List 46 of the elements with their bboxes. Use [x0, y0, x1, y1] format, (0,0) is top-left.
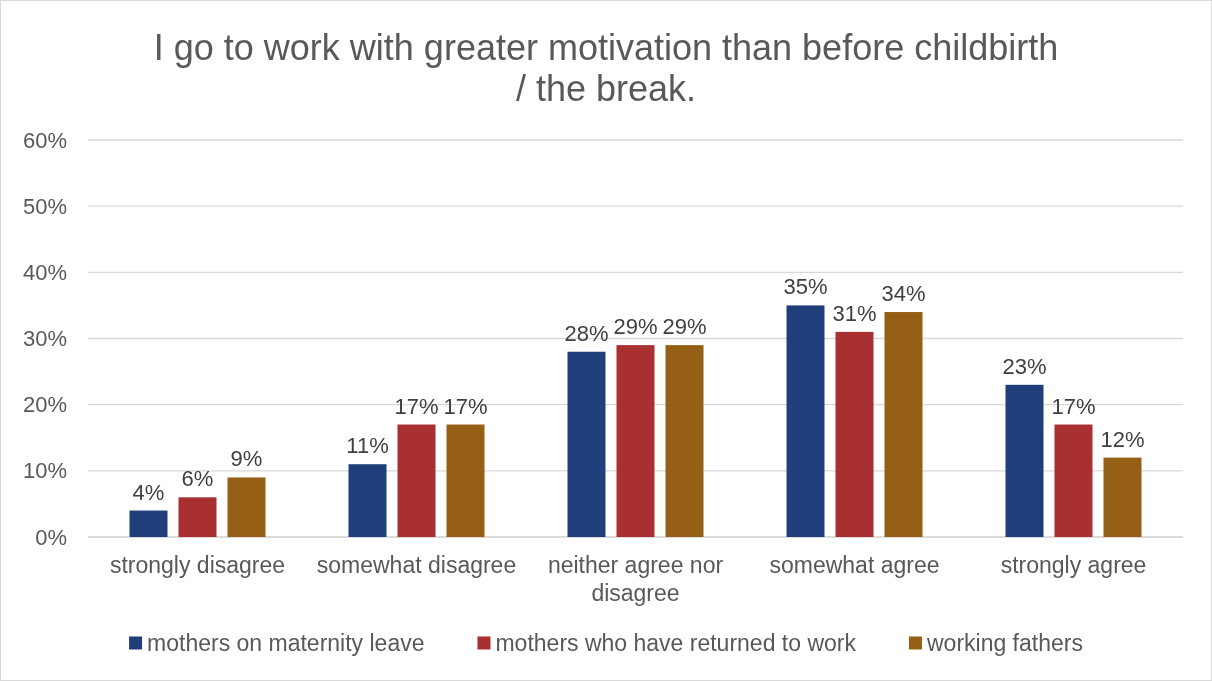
y-tick-label: 50% [22, 193, 67, 219]
bar [616, 345, 655, 537]
bar [446, 424, 485, 537]
data-label: 23% [1002, 353, 1047, 379]
data-label: 35% [783, 274, 828, 300]
data-label: 34% [881, 281, 926, 307]
y-tick-label: 30% [22, 326, 67, 352]
data-label: 17% [443, 393, 488, 419]
bar [129, 510, 168, 537]
y-tick-label: 20% [22, 392, 67, 418]
bar [835, 331, 874, 537]
y-tick-label: 60% [22, 127, 67, 153]
bar [567, 351, 606, 537]
bar [178, 497, 217, 537]
data-label: 17% [1051, 393, 1096, 419]
data-label: 9% [230, 446, 263, 472]
legend-label: mothers on maternity leave [147, 630, 425, 656]
x-tick-label: somewhat disagree [316, 552, 517, 578]
y-tick-label: 0% [35, 524, 67, 550]
x-tick-label: somewhat agree [769, 552, 940, 578]
bar [884, 312, 923, 537]
data-label: 31% [832, 300, 877, 326]
bar [1005, 384, 1044, 537]
data-label: 6% [181, 466, 214, 492]
x-tick-label: neither agree nor disagree [547, 552, 724, 606]
bar [227, 477, 266, 537]
y-tick-label: 10% [22, 458, 67, 484]
data-label: 29% [613, 314, 658, 340]
data-label: 11% [346, 433, 389, 459]
legend-label: mothers who have returned to work [495, 630, 857, 656]
bar [1103, 457, 1142, 537]
bar [786, 305, 825, 537]
legend-label: working fathers [925, 630, 1083, 656]
chart-title: I go to work with greater motivation than before childbirth / the break. [153, 27, 1059, 109]
bar [348, 464, 387, 537]
x-tick-label: strongly disagree [109, 552, 286, 578]
data-label: 29% [662, 314, 707, 340]
data-label: 4% [132, 479, 165, 505]
data-label: 28% [564, 320, 609, 346]
bar [665, 345, 704, 537]
y-tick-label: 40% [22, 259, 67, 285]
data-label: 12% [1100, 426, 1145, 452]
bar [397, 424, 436, 537]
data-label: 17% [394, 393, 439, 419]
bar [1054, 424, 1093, 537]
x-tick-label: strongly agree [1000, 552, 1147, 578]
